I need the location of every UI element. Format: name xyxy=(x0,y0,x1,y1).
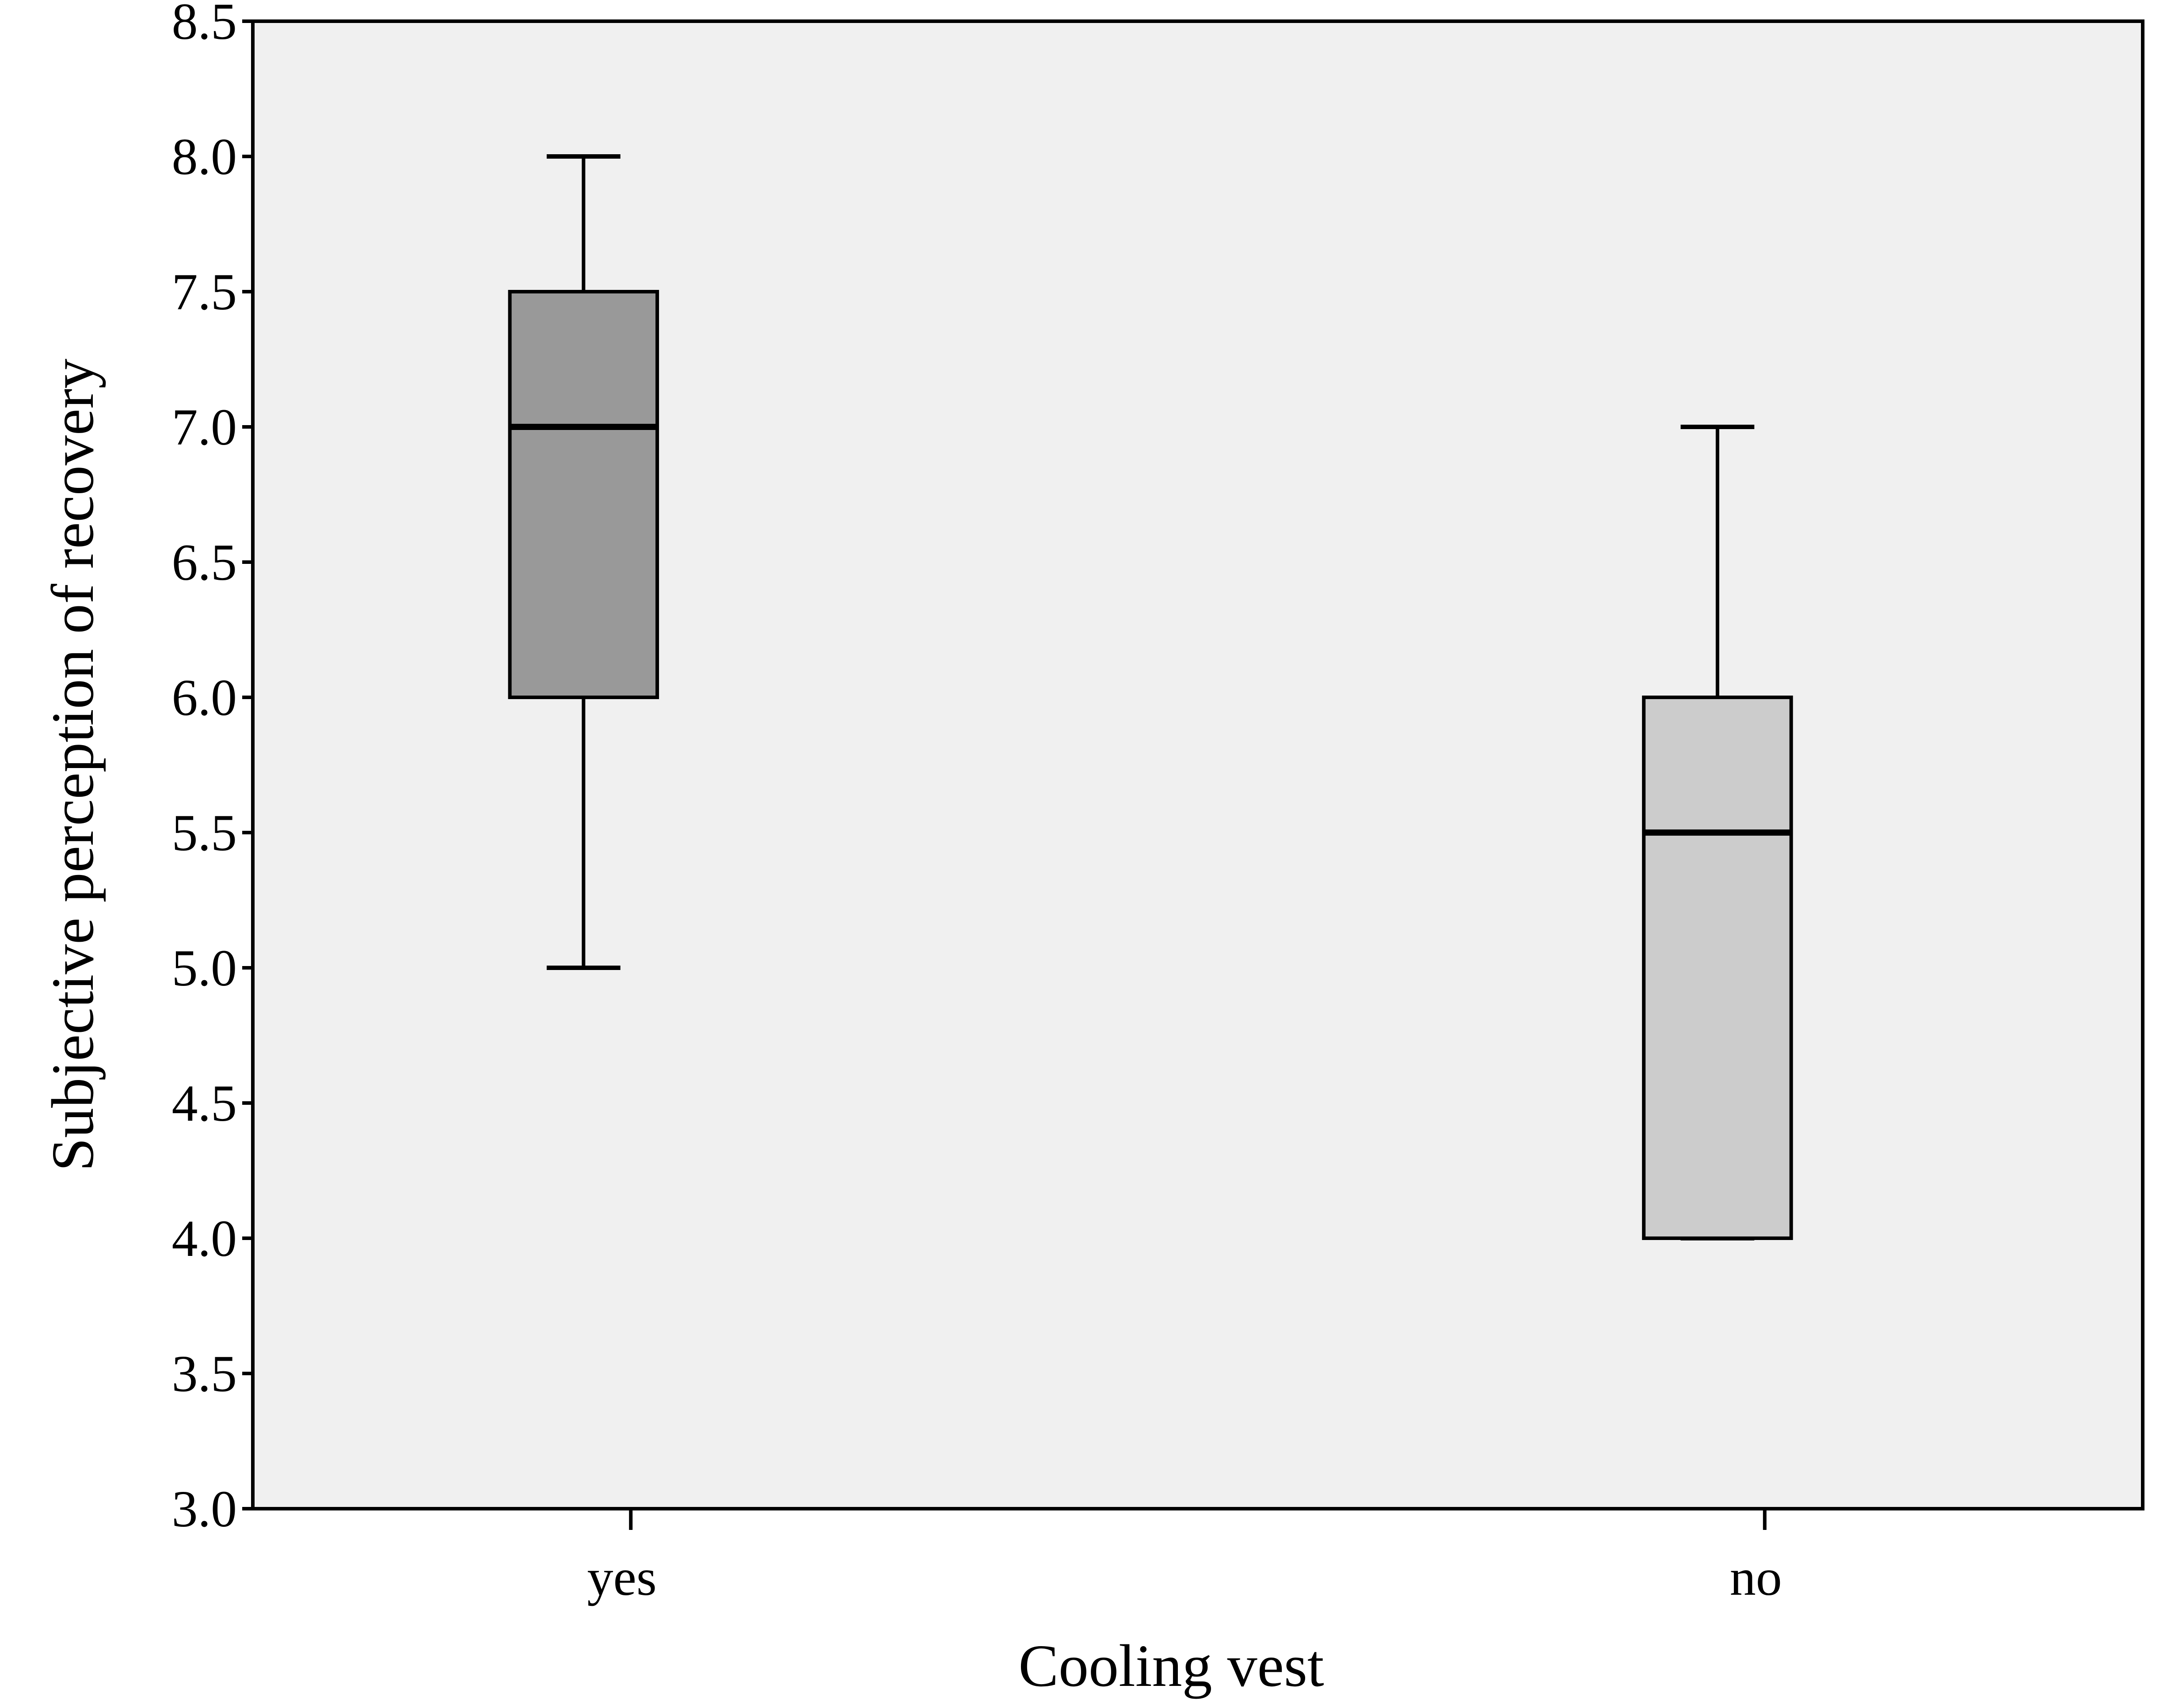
y-tick-label: 6.0 xyxy=(172,669,237,727)
box-yes xyxy=(508,154,659,970)
y-tick-label: 7.0 xyxy=(172,398,237,456)
y-tick-label: 8.0 xyxy=(172,128,237,186)
iqr-box xyxy=(508,290,659,699)
y-tick-label: 6.5 xyxy=(172,533,237,591)
plot-area xyxy=(251,19,2144,1510)
y-tick-label: 4.5 xyxy=(172,1074,237,1132)
x-axis: yes no xyxy=(587,1509,1782,1606)
y-tick-label: 7.5 xyxy=(172,263,237,321)
y-tick-label: 5.0 xyxy=(172,939,237,997)
y-tick-label: 3.0 xyxy=(172,1480,237,1538)
y-tick-label: 3.5 xyxy=(172,1345,237,1403)
y-axis-title: Subjective perception of recovery xyxy=(40,359,106,1172)
x-tick-label-yes: yes xyxy=(587,1548,657,1606)
y-tick-label: 8.5 xyxy=(172,0,237,50)
x-tick-label-no: no xyxy=(1730,1548,1782,1606)
box-no xyxy=(1642,425,1793,1240)
y-tick-label: 4.0 xyxy=(172,1210,237,1267)
iqr-box xyxy=(1642,696,1793,1240)
x-axis-title: Cooling vest xyxy=(1018,1633,1324,1699)
boxes xyxy=(508,154,1793,1240)
y-axis: 3.0 3.5 4.0 4.5 5.0 5.5 6.0 6.5 7.0 7.5 8.0 8.5 xyxy=(172,0,253,1538)
y-tick-label: 5.5 xyxy=(172,804,237,862)
